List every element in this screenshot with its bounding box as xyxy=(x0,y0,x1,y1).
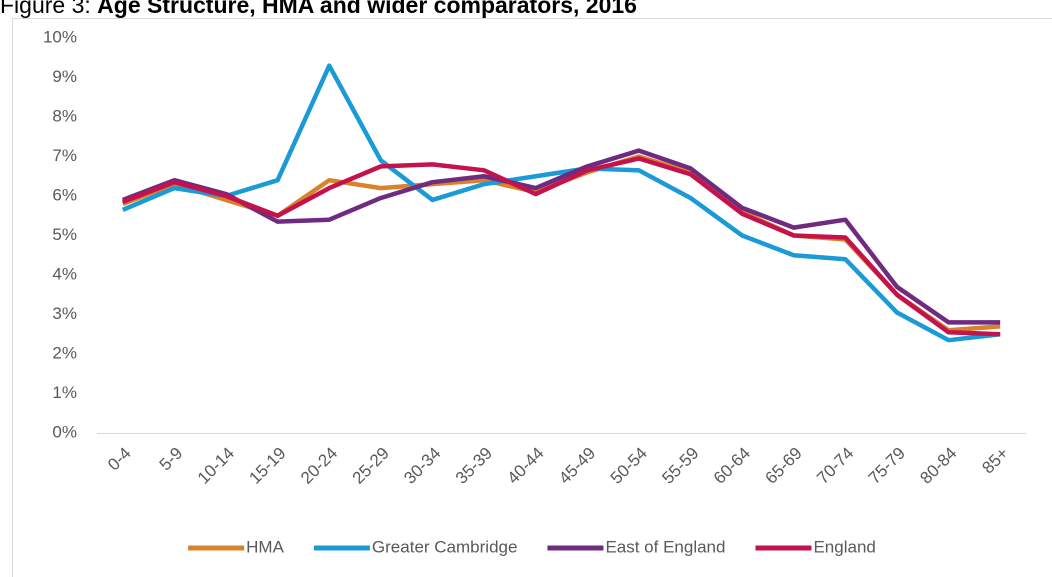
y-tick-label: 8% xyxy=(52,106,77,125)
y-tick-label: 9% xyxy=(52,67,77,86)
y-tick-label: 10% xyxy=(43,27,77,46)
y-tick-label: 4% xyxy=(52,264,77,283)
title-text: Age Structure, HMA and wider comparators… xyxy=(97,0,637,18)
y-tick-label: 3% xyxy=(52,304,77,323)
series-line xyxy=(122,156,1001,337)
y-tick-label: 0% xyxy=(52,422,77,441)
chart-border xyxy=(12,18,1052,577)
legend-label: HMA xyxy=(246,537,284,556)
y-tick-label: 7% xyxy=(52,146,77,165)
y-tick-label: 5% xyxy=(52,225,77,244)
figure-label: Figure 3: xyxy=(0,0,91,18)
series-line xyxy=(122,148,1001,325)
series-line xyxy=(121,63,1001,343)
y-tick-label: 2% xyxy=(52,343,77,362)
legend-label: East of England xyxy=(605,537,725,556)
y-tick-label: 1% xyxy=(52,383,77,402)
y-tick-label: 6% xyxy=(52,185,77,204)
legend-label: Greater Cambridge xyxy=(372,537,518,556)
chart-title: Figure 3: Age Structure, HMA and wider c… xyxy=(0,0,637,18)
legend-label: England xyxy=(813,537,875,556)
